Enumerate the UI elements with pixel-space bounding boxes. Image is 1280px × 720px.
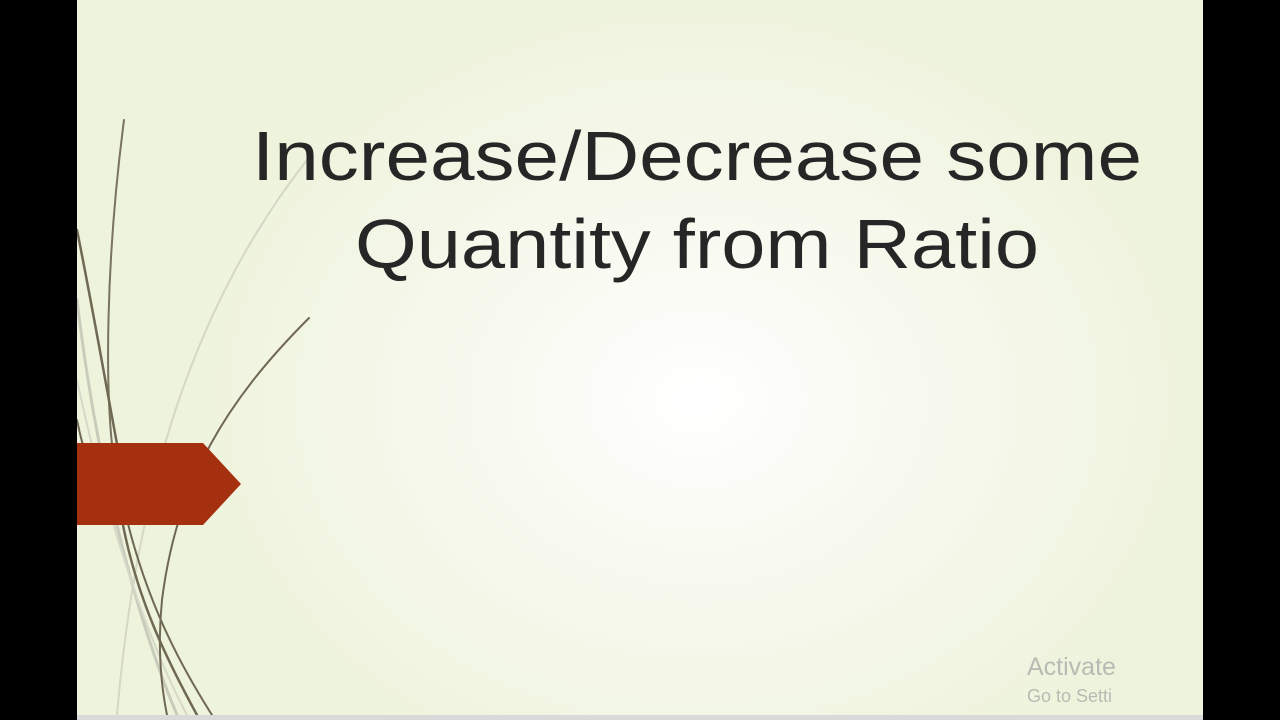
- curve-dark: [158, 317, 310, 715]
- bottom-strip: [77, 715, 1203, 720]
- activation-watermark: Activate Go to Setti: [1027, 652, 1116, 710]
- title-line-2: Quantity from Ratio: [355, 205, 1039, 283]
- slide: Increase/Decrease some Quantity from Rat…: [77, 0, 1203, 715]
- decorative-curves: [77, 119, 310, 715]
- watermark-line-1: Activate: [1027, 653, 1116, 681]
- curve-light: [116, 159, 308, 715]
- accent-arrow-shape: [77, 443, 241, 525]
- curve-dark: [120, 518, 199, 715]
- slide-title: Increase/Decrease some Quantity from Rat…: [252, 117, 1142, 283]
- title-line-1: Increase/Decrease some: [252, 117, 1142, 195]
- curve-dark: [126, 519, 213, 715]
- watermark-line-2: Go to Setti: [1027, 686, 1113, 706]
- right-letterbox: [1203, 0, 1280, 720]
- curve-light: [77, 379, 188, 715]
